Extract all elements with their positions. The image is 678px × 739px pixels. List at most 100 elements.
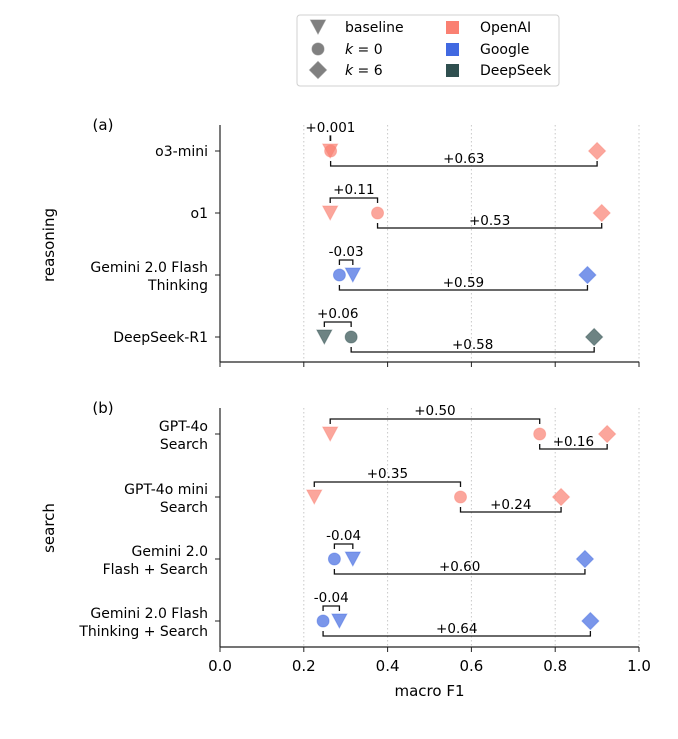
baseline-point <box>321 426 339 443</box>
x-tick-label: 0.0 <box>208 657 232 675</box>
lower-bracket-label: +0.64 <box>436 621 477 637</box>
legend-label-italic: k <box>345 63 354 79</box>
category-row: Gemini 2.0 Flash + Search -0.04 +0.60 <box>103 528 595 578</box>
upper-bracket-label: +0.11 <box>333 182 374 198</box>
legend-label-openai: OpenAI <box>480 20 531 36</box>
category-row: GPT-4o Search +0.50 +0.16 <box>159 403 617 453</box>
y-tick-label: Flash + Search <box>103 562 208 578</box>
legend-label-italic: k <box>345 42 354 58</box>
k6-point <box>587 141 607 161</box>
legend-swatch-openai <box>446 21 459 34</box>
legend-label-k0: k = 0 <box>345 42 383 58</box>
lower-bracket <box>329 161 598 167</box>
x-tick-label: 1.0 <box>627 657 651 675</box>
lower-bracket-label: +0.63 <box>443 151 484 167</box>
y-tick-label: Search <box>160 500 208 516</box>
legend-box <box>296 14 560 87</box>
lower-bracket-label: +0.60 <box>439 559 480 575</box>
upper-bracket <box>322 605 341 611</box>
lower-bracket-label: +0.59 <box>443 275 484 291</box>
upper-bracket-label: -0.04 <box>326 528 361 544</box>
y-tick-label: Gemini 2.0 Flash <box>90 260 208 276</box>
y-tick-label: Search <box>160 437 208 453</box>
x-tick-label: 0.6 <box>459 657 483 675</box>
x-axis-label: macro F1 <box>394 682 464 700</box>
k0-point <box>344 330 358 344</box>
k6-point <box>578 265 597 285</box>
legend-marker-baseline <box>309 19 327 36</box>
upper-bracket-label: -0.03 <box>329 244 364 260</box>
category-row: DeepSeek-R1 +0.06 +0.58 <box>113 306 604 353</box>
y-tick-label: DeepSeek-R1 <box>113 330 208 346</box>
panel-b: (b) search GPT-4o Search +0.50 +0.16 GPT-4o mi… <box>40 399 640 652</box>
y-tick-label: Gemini 2.0 Flash <box>90 606 208 622</box>
k0-point <box>332 268 346 282</box>
upper-bracket <box>338 259 354 265</box>
legend-swatch-google <box>446 43 459 56</box>
upper-bracket <box>323 321 352 327</box>
k6-point <box>575 549 595 569</box>
lower-bracket <box>322 631 592 637</box>
baseline-point <box>321 205 339 222</box>
lower-bracket-label: +0.58 <box>452 337 493 353</box>
category-row: Gemini 2.0 Flash Thinking -0.03 +0.59 <box>90 244 597 294</box>
x-tick-label: 0.8 <box>543 657 567 675</box>
upper-bracket <box>313 481 462 487</box>
k0-point <box>454 490 468 504</box>
upper-bracket-label: +0.001 <box>305 120 355 136</box>
y-axis-label: reasoning <box>40 208 58 282</box>
baseline-point <box>344 267 362 284</box>
legend-label-baseline: baseline <box>345 20 404 36</box>
lower-bracket <box>459 507 562 513</box>
lower-bracket-label: +0.24 <box>490 497 531 513</box>
lower-bracket <box>338 285 589 291</box>
baseline-point <box>305 489 323 506</box>
legend-label-deepseek: DeepSeek <box>480 63 552 79</box>
lower-bracket <box>376 223 603 229</box>
category-row: Gemini 2.0 Flash Thinking + Search -0.04 +0… <box>78 590 600 640</box>
k6-point <box>581 611 600 631</box>
y-tick-label: Thinking + Search <box>78 624 208 640</box>
k6-point <box>551 487 571 507</box>
k0-point <box>327 552 341 566</box>
lower-bracket-label: +0.53 <box>469 213 510 229</box>
legend-label-k6: k = 6 <box>345 63 383 79</box>
y-tick-label: o3-mini <box>155 144 208 160</box>
lower-bracket <box>333 569 586 575</box>
legend-label-rest: = 0 <box>353 42 383 58</box>
k0-point <box>533 427 547 441</box>
k0-point <box>316 614 330 628</box>
category-row: GPT-4o mini Search +0.35 +0.24 <box>124 466 571 516</box>
y-tick-label: GPT-4o <box>159 419 208 435</box>
lower-bracket-label: +0.16 <box>553 434 594 450</box>
legend-label-rest: = 6 <box>353 63 383 79</box>
legend-marker-k6 <box>308 60 328 80</box>
baseline-point <box>331 613 348 630</box>
k6-point <box>584 327 604 347</box>
upper-bracket <box>329 197 379 203</box>
x-tick-label: 0.4 <box>376 657 400 675</box>
k0-point <box>324 144 338 158</box>
upper-bracket <box>333 543 354 549</box>
panel-a: (a) reasoning o3-mini +0.001 +0.63 o1 +0.11 +0.… <box>40 116 640 367</box>
upper-bracket-label: -0.04 <box>314 590 349 606</box>
k6-point <box>597 424 617 444</box>
baseline-point <box>344 551 362 568</box>
y-axis-label: search <box>40 503 58 553</box>
category-row: o1 +0.11 +0.53 <box>191 182 611 229</box>
k0-point <box>371 206 385 220</box>
category-row: o3-mini +0.001 +0.63 <box>155 120 607 167</box>
upper-bracket-label: +0.06 <box>317 306 358 322</box>
legend-swatch-deepseek <box>446 64 459 77</box>
x-tick-label: 0.2 <box>292 657 316 675</box>
y-tick-label: Thinking <box>147 278 208 294</box>
upper-bracket <box>329 418 541 424</box>
panel-label: (a) <box>93 116 114 134</box>
k6-point <box>592 203 611 223</box>
lower-bracket <box>350 347 595 353</box>
legend-marker-k0 <box>311 42 325 56</box>
y-tick-label: GPT-4o mini <box>124 482 208 498</box>
lower-bracket <box>539 444 608 450</box>
